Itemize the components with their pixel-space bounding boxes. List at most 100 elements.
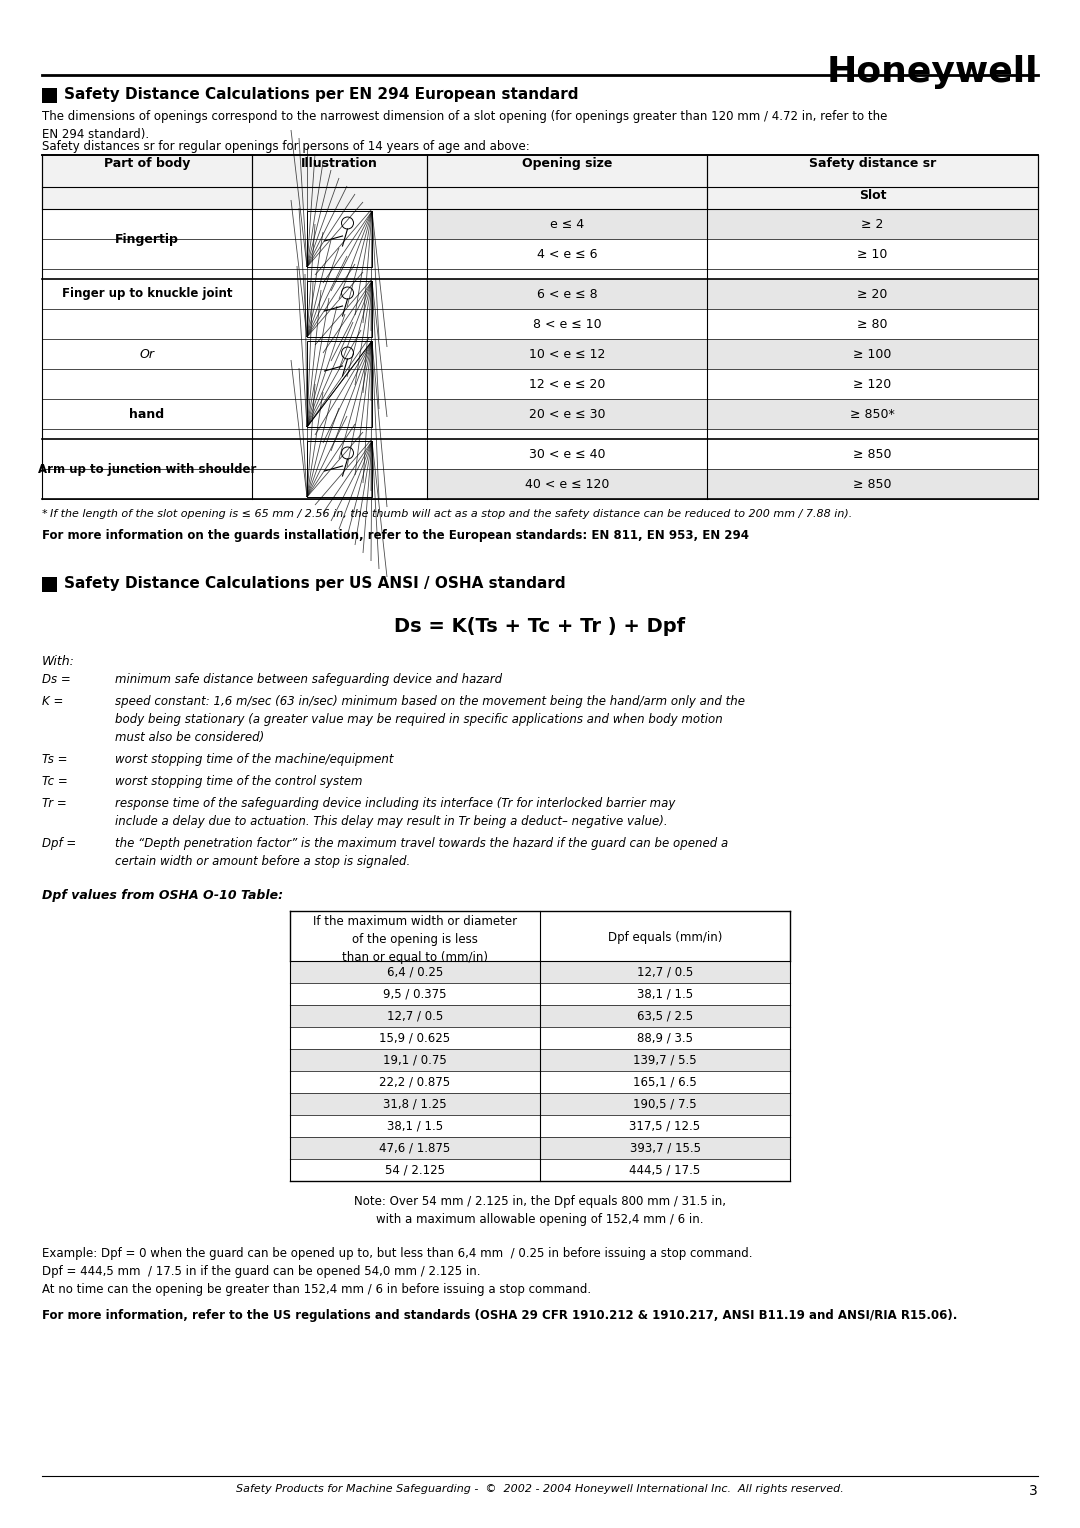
Bar [427, 209, 1038, 238]
Text: 88,9 / 3.5: 88,9 / 3.5 [637, 1031, 693, 1045]
Text: ≥ 100: ≥ 100 [853, 347, 892, 361]
Text: 22,2 / 0.875: 22,2 / 0.875 [379, 1076, 450, 1088]
Text: Opening size: Opening size [522, 157, 612, 170]
Text: 20 < e ≤ 30: 20 < e ≤ 30 [529, 408, 605, 420]
Text: e ≤ 4: e ≤ 4 [550, 217, 584, 231]
Text: 6 < e ≤ 8: 6 < e ≤ 8 [537, 287, 597, 301]
Bar [42, 154, 1038, 209]
Text: 139,7 / 5.5: 139,7 / 5.5 [633, 1053, 697, 1067]
Bar [427, 339, 1038, 368]
Text: 190,5 / 7.5: 190,5 / 7.5 [633, 1097, 697, 1111]
Bar [427, 280, 1038, 309]
Text: 3: 3 [1029, 1484, 1038, 1497]
Bar [42, 578, 57, 591]
Text: 6,4 / 0.25: 6,4 / 0.25 [387, 966, 443, 978]
Bar [307, 442, 372, 497]
Bar [291, 961, 789, 983]
Text: 444,5 / 17.5: 444,5 / 17.5 [630, 1163, 701, 1177]
Text: Safety distances sr for regular openings for persons of 14 years of age and abov: Safety distances sr for regular openings… [42, 141, 530, 153]
Bar [427, 469, 1038, 500]
Text: 12,7 / 0.5: 12,7 / 0.5 [637, 966, 693, 978]
Bar [427, 399, 1038, 429]
Text: ≥ 80: ≥ 80 [858, 318, 888, 330]
Text: With:: With: [42, 656, 75, 668]
Text: Tr =: Tr = [42, 798, 67, 810]
Text: speed constant: 1,6 m/sec (63 in/sec) minimum based on the movement being the ha: speed constant: 1,6 m/sec (63 in/sec) mi… [114, 695, 745, 744]
Text: the “Depth penetration factor” is the maximum travel towards the hazard if the g: the “Depth penetration factor” is the ma… [114, 837, 728, 868]
Text: 8 < e ≤ 10: 8 < e ≤ 10 [532, 318, 602, 330]
Text: Ds = K(Ts + Tc + Tr ) + Dpf: Ds = K(Ts + Tc + Tr ) + Dpf [394, 617, 686, 636]
Bar [307, 211, 372, 267]
Text: 165,1 / 6.5: 165,1 / 6.5 [633, 1076, 697, 1088]
Text: The dimensions of openings correspond to the narrowest dimension of a slot openi: The dimensions of openings correspond to… [42, 110, 888, 141]
Bar [291, 911, 789, 961]
Text: K =: K = [42, 695, 64, 707]
Text: ≥ 120: ≥ 120 [853, 377, 892, 391]
Text: Finger up to knuckle joint: Finger up to knuckle joint [62, 287, 232, 301]
Bar [307, 442, 372, 497]
Text: 9,5 / 0.375: 9,5 / 0.375 [383, 987, 447, 1001]
Text: Safety Products for Machine Safeguarding -  ©  2002 - 2004 Honeywell Internation: Safety Products for Machine Safeguarding… [237, 1484, 843, 1494]
Text: Part of body: Part of body [104, 157, 190, 170]
Text: Illustration: Illustration [301, 157, 378, 170]
Text: 38,1 / 1.5: 38,1 / 1.5 [387, 1120, 443, 1132]
Text: Note: Over 54 mm / 2.125 in, the Dpf equals 800 mm / 31.5 in,: Note: Over 54 mm / 2.125 in, the Dpf equ… [354, 1195, 726, 1209]
Text: Safety Distance Calculations per EN 294 European standard: Safety Distance Calculations per EN 294 … [64, 87, 579, 102]
Text: Honeywell: Honeywell [826, 55, 1038, 89]
Text: 317,5 / 12.5: 317,5 / 12.5 [630, 1120, 701, 1132]
Text: worst stopping time of the control system: worst stopping time of the control syste… [114, 775, 363, 788]
Bar [291, 1137, 789, 1160]
Text: 15,9 / 0.625: 15,9 / 0.625 [379, 1031, 450, 1045]
Text: Arm up to junction with shoulder: Arm up to junction with shoulder [38, 463, 256, 475]
Text: *: * [42, 509, 48, 520]
Text: 19,1 / 0.75: 19,1 / 0.75 [383, 1053, 447, 1067]
Text: 63,5 / 2.5: 63,5 / 2.5 [637, 1010, 693, 1022]
Text: worst stopping time of the machine/equipment: worst stopping time of the machine/equip… [114, 753, 393, 766]
Text: Example: Dpf = 0 when the guard can be opened up to, but less than 6,4 mm  / 0.2: Example: Dpf = 0 when the guard can be o… [42, 1247, 753, 1261]
Bar [307, 341, 372, 426]
Text: 47,6 / 1.875: 47,6 / 1.875 [379, 1141, 450, 1155]
Text: ≥ 10: ≥ 10 [858, 248, 888, 260]
Text: 38,1 / 1.5: 38,1 / 1.5 [637, 987, 693, 1001]
Text: 12 < e ≤ 20: 12 < e ≤ 20 [529, 377, 605, 391]
Text: Safety Distance Calculations per US ANSI / OSHA standard: Safety Distance Calculations per US ANSI… [64, 576, 566, 591]
Text: Dpf equals (mm/in): Dpf equals (mm/in) [608, 932, 723, 944]
Text: If the length of the slot opening is ≤ 65 mm / 2.56 in, the thumb will act as a : If the length of the slot opening is ≤ 6… [50, 509, 852, 520]
Text: Tc =: Tc = [42, 775, 68, 788]
Text: ≥ 20: ≥ 20 [858, 287, 888, 301]
Text: Fingertip: Fingertip [116, 232, 179, 246]
Text: ≥ 850: ≥ 850 [853, 448, 892, 460]
Text: response time of the safeguarding device including its interface (Tr for interlo: response time of the safeguarding device… [114, 798, 675, 828]
Text: Ts =: Ts = [42, 753, 67, 766]
Text: ≥ 850: ≥ 850 [853, 477, 892, 490]
Text: 31,8 / 1.25: 31,8 / 1.25 [383, 1097, 447, 1111]
Text: Dpf = 444,5 mm  / 17.5 in if the guard can be opened 54,0 mm / 2.125 in.: Dpf = 444,5 mm / 17.5 in if the guard ca… [42, 1265, 481, 1277]
Bar [307, 341, 372, 426]
Text: 40 < e ≤ 120: 40 < e ≤ 120 [525, 477, 609, 490]
Text: minimum safe distance between safeguarding device and hazard: minimum safe distance between safeguardi… [114, 672, 502, 686]
Text: Dpf =: Dpf = [42, 837, 77, 850]
Text: 4 < e ≤ 6: 4 < e ≤ 6 [537, 248, 597, 260]
Text: 12,7 / 0.5: 12,7 / 0.5 [387, 1010, 443, 1022]
Text: ≥ 2: ≥ 2 [862, 217, 883, 231]
Text: Slot: Slot [859, 189, 887, 202]
Text: 10 < e ≤ 12: 10 < e ≤ 12 [529, 347, 605, 361]
Bar [307, 211, 372, 267]
Text: Dpf values from OSHA O-10 Table:: Dpf values from OSHA O-10 Table: [42, 889, 283, 902]
Text: If the maximum width or diameter
of the opening is less
than or equal to (mm/in): If the maximum width or diameter of the … [313, 915, 517, 964]
Bar [42, 89, 57, 102]
Text: 54 / 2.125: 54 / 2.125 [384, 1163, 445, 1177]
Text: Ds =: Ds = [42, 672, 71, 686]
Text: hand: hand [130, 408, 164, 420]
Text: At no time can the opening be greater than 152,4 mm / 6 in before issuing a stop: At no time can the opening be greater th… [42, 1284, 591, 1296]
Bar [291, 1005, 789, 1027]
Bar [291, 1093, 789, 1115]
Text: For more information on the guards installation, refer to the European standards: For more information on the guards insta… [42, 529, 750, 542]
Text: Safety distance sr: Safety distance sr [809, 157, 936, 170]
Text: ≥ 850*: ≥ 850* [850, 408, 895, 420]
Text: Or: Or [139, 347, 154, 361]
Bar [307, 281, 372, 338]
Text: 30 < e ≤ 40: 30 < e ≤ 40 [529, 448, 605, 460]
Text: For more information, refer to the US regulations and standards (OSHA 29 CFR 191: For more information, refer to the US re… [42, 1309, 957, 1322]
Text: with a maximum allowable opening of 152,4 mm / 6 in.: with a maximum allowable opening of 152,… [376, 1213, 704, 1225]
